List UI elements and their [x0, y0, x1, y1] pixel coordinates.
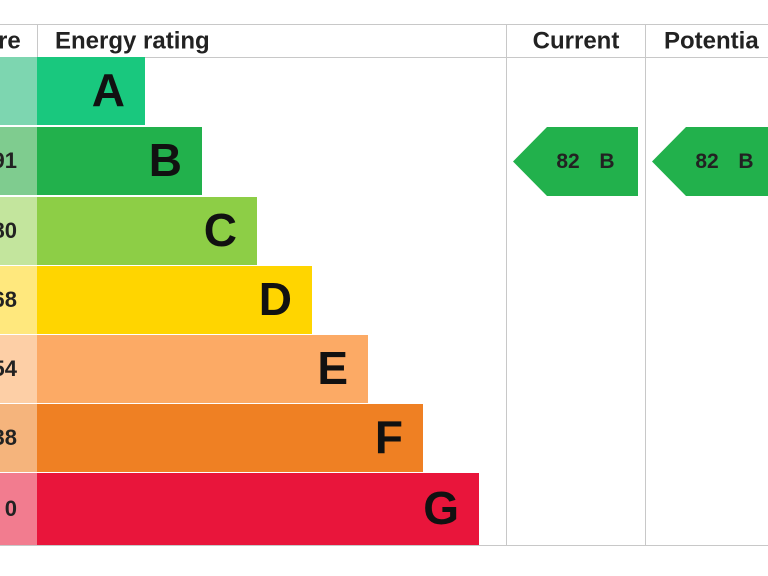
- score-cell: [0, 473, 37, 545]
- score-cell: [0, 266, 37, 334]
- header-potential: Potentia: [664, 27, 759, 54]
- rating-bar: [37, 404, 423, 472]
- potential-value: 82: [695, 150, 718, 173]
- score-cell: [0, 57, 37, 125]
- potential-arrow: [652, 127, 768, 196]
- current-value: 82: [556, 150, 579, 173]
- score-range: 80: [0, 218, 17, 243]
- rating-bar: [37, 57, 145, 125]
- header-current: Current: [533, 27, 620, 54]
- score-cell: [0, 404, 37, 472]
- rating-letter: E: [317, 342, 348, 394]
- score-range: 91: [0, 148, 17, 173]
- rating-bar: [37, 473, 479, 545]
- rating-letter: C: [204, 204, 237, 256]
- header-score: re: [0, 27, 21, 54]
- rating-bar: [37, 266, 312, 334]
- score-cell: [0, 127, 37, 195]
- score-range: 68: [0, 287, 17, 312]
- rating-bar: [37, 335, 368, 403]
- rating-bar: [37, 197, 257, 265]
- rating-letter: D: [259, 273, 292, 325]
- current-arrow: [513, 127, 638, 196]
- rating-letter: B: [149, 134, 182, 186]
- header-rating: Energy rating: [55, 27, 210, 54]
- rating-letter: G: [423, 482, 459, 534]
- rating-letter: F: [375, 411, 403, 463]
- score-range: 0: [5, 496, 17, 521]
- potential-letter: B: [738, 150, 753, 173]
- score-range: 38: [0, 425, 17, 450]
- current-letter: B: [599, 150, 614, 173]
- score-cell: [0, 335, 37, 403]
- score-range: 54: [0, 356, 18, 381]
- rating-bar: [37, 127, 202, 195]
- rating-letter: A: [92, 64, 125, 116]
- score-cell: [0, 197, 37, 265]
